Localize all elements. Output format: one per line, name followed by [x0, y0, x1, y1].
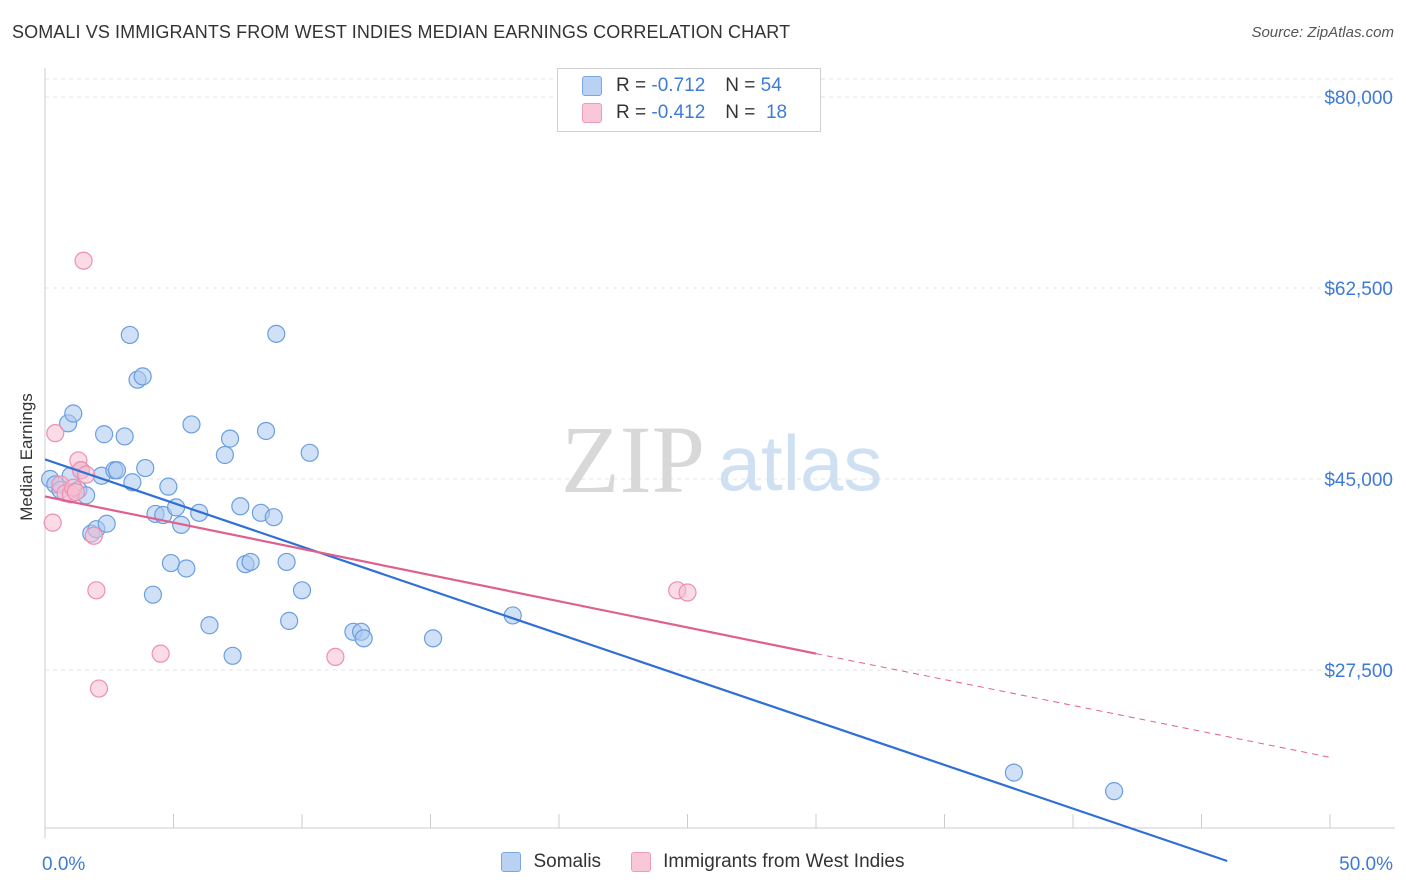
- west-indies-point: [678, 583, 697, 602]
- watermark-zip: ZIP: [561, 406, 705, 513]
- series-legend-west-indies[interactable]: Immigrants from West Indies: [631, 851, 905, 873]
- somali-point: [280, 611, 299, 630]
- west-indies-point: [326, 647, 345, 667]
- somali-point: [107, 461, 127, 480]
- source-label: Source: ZipAtlas.com: [1251, 24, 1394, 41]
- somali-trend-line: [44, 458, 1228, 863]
- somali-point: [97, 514, 116, 533]
- trend-lines: [44, 458, 1331, 863]
- west-indies-trend-line: [44, 495, 817, 655]
- legend-n-value: 54: [760, 75, 782, 96]
- legend-row-somalis: R = -0.712 N = 54: [582, 73, 782, 99]
- series-label-somalis: Somalis: [533, 851, 602, 872]
- x-tick-label: 0.0%: [42, 854, 85, 875]
- tick-labels: $27,500 $45,000 $62,500 $80,000 0.0% 50.0%: [42, 88, 1393, 875]
- west-indies-point: [151, 644, 170, 663]
- series-swatch-west-indies: [631, 852, 652, 872]
- somali-point: [256, 421, 276, 441]
- legend-r-label: R =: [616, 75, 647, 96]
- west-indies-point: [74, 251, 93, 270]
- watermark-atlas: atlas: [718, 419, 883, 507]
- series-label-west-indies: Immigrants from West Indies: [663, 851, 905, 872]
- somali-point: [264, 508, 283, 527]
- somali-point: [300, 443, 319, 462]
- somali-point: [1004, 763, 1023, 782]
- somali-point: [182, 415, 201, 434]
- y-tick-label: $80,000: [1324, 88, 1393, 109]
- west-indies-point: [66, 482, 85, 502]
- legend-r-value: -0.412: [651, 102, 706, 123]
- somali-point: [143, 585, 163, 604]
- west-indies-point: [89, 679, 109, 698]
- somali-point: [120, 325, 139, 345]
- somali-point: [200, 616, 219, 635]
- somali-point: [115, 427, 134, 446]
- gridlines: [45, 78, 1395, 671]
- somali-point: [177, 559, 196, 578]
- somali-point: [220, 429, 240, 448]
- somali-point: [354, 629, 373, 648]
- legend-n-value: 18: [765, 102, 788, 123]
- legend-n-label: N =: [725, 75, 756, 96]
- somali-point: [159, 477, 178, 496]
- somali-point: [267, 324, 286, 343]
- somali-point: [277, 552, 296, 572]
- west-indies-point: [46, 424, 65, 443]
- west-indies-point: [43, 513, 62, 532]
- somali-point: [136, 458, 155, 478]
- west-indies-point: [87, 581, 106, 600]
- x-tick-label: 50.0%: [1339, 854, 1393, 875]
- legend-r-value: -0.712: [651, 75, 706, 96]
- somali-point: [133, 367, 152, 386]
- west-indies-trend-line: [815, 653, 1331, 758]
- somali-point: [64, 404, 83, 423]
- y-tick-label: $27,500: [1324, 661, 1393, 682]
- series-legend-somalis[interactable]: Somalis: [501, 851, 601, 873]
- legend-swatch-west-indies: [582, 103, 602, 123]
- west-indies-point: [77, 465, 96, 484]
- y-tick-label: $45,000: [1324, 470, 1393, 491]
- chart-title: SOMALI VS IMMIGRANTS FROM WEST INDIES ME…: [12, 22, 791, 42]
- axes: [44, 68, 1395, 838]
- somali-point: [1105, 782, 1124, 801]
- somali-point: [231, 497, 250, 516]
- somali-point: [95, 425, 114, 444]
- somali-point: [423, 629, 443, 648]
- somali-point: [241, 552, 260, 572]
- legend-row-west-indies: R = -0.412 N = 18: [582, 100, 787, 126]
- y-tick-label: $62,500: [1324, 279, 1393, 300]
- stats-legend: R = -0.712 N = 54 R = -0.412 N = 18: [557, 68, 821, 132]
- series-swatch-somalis: [501, 852, 522, 872]
- somali-point: [215, 445, 234, 465]
- legend-swatch-somalis: [582, 76, 602, 96]
- series-legend: Somalis Immigrants from West Indies: [0, 851, 1406, 873]
- data-points: [41, 251, 1124, 801]
- somali-point: [223, 646, 242, 665]
- west-indies-point: [84, 526, 103, 545]
- legend-n-label: N =: [725, 102, 756, 123]
- somali-point: [292, 581, 312, 600]
- somali-point: [161, 553, 181, 573]
- legend-r-label: R =: [616, 102, 647, 123]
